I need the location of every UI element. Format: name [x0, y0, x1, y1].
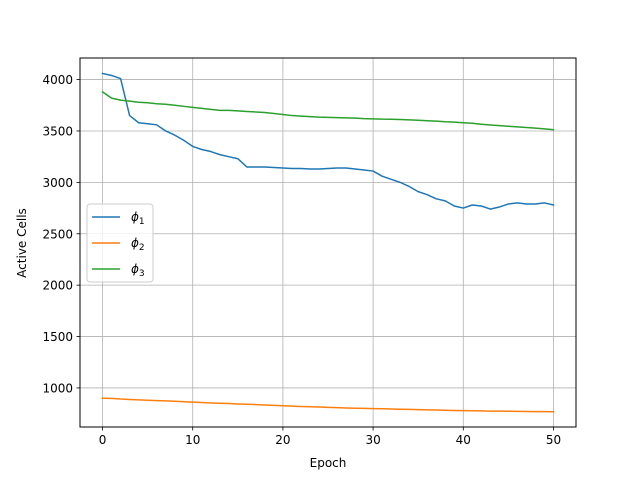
legend-label-phi1: ϕ1	[131, 210, 145, 227]
legend-label-phi2: ϕ2	[131, 236, 145, 253]
y-axis-ticks: 1000 1500 2000 2500 3000 3500 4000	[42, 73, 80, 395]
legend-label-symbol: ϕ	[131, 262, 139, 276]
x-tick-label: 50	[546, 433, 561, 447]
legend-label-phi3: ϕ3	[131, 262, 145, 279]
plot-area-frame	[79, 57, 577, 428]
y-tick-label: 1500	[42, 330, 73, 344]
x-axis-ticks: 0 10 20 30 40 50	[99, 427, 561, 447]
y-tick-label: 2000	[42, 279, 73, 293]
x-tick-label: 0	[99, 433, 107, 447]
series-line-phi3	[101, 90, 555, 131]
y-axis-label: Active Cells	[15, 208, 29, 278]
y-tick-label: 2500	[42, 227, 73, 241]
x-tick-label: 10	[185, 433, 200, 447]
y-tick-label: 4000	[42, 73, 73, 87]
series-line-phi2	[101, 397, 555, 413]
legend-label-subscript: 3	[139, 269, 145, 279]
x-tick-label: 40	[456, 433, 471, 447]
legend-label-subscript: 2	[139, 243, 145, 253]
legend-label-subscript: 1	[139, 217, 145, 227]
legend-label-symbol: ϕ	[131, 210, 139, 224]
series-line-phi1	[101, 72, 555, 210]
x-tick-label: 20	[275, 433, 290, 447]
y-tick-label: 3500	[42, 124, 73, 138]
legend-label-symbol: ϕ	[131, 236, 139, 250]
y-tick-label: 1000	[42, 381, 73, 395]
grid-lines	[80, 58, 576, 427]
x-tick-label: 30	[365, 433, 380, 447]
series-lines	[101, 72, 555, 413]
y-tick-label: 3000	[42, 176, 73, 190]
x-axis-label: Epoch	[310, 456, 347, 470]
